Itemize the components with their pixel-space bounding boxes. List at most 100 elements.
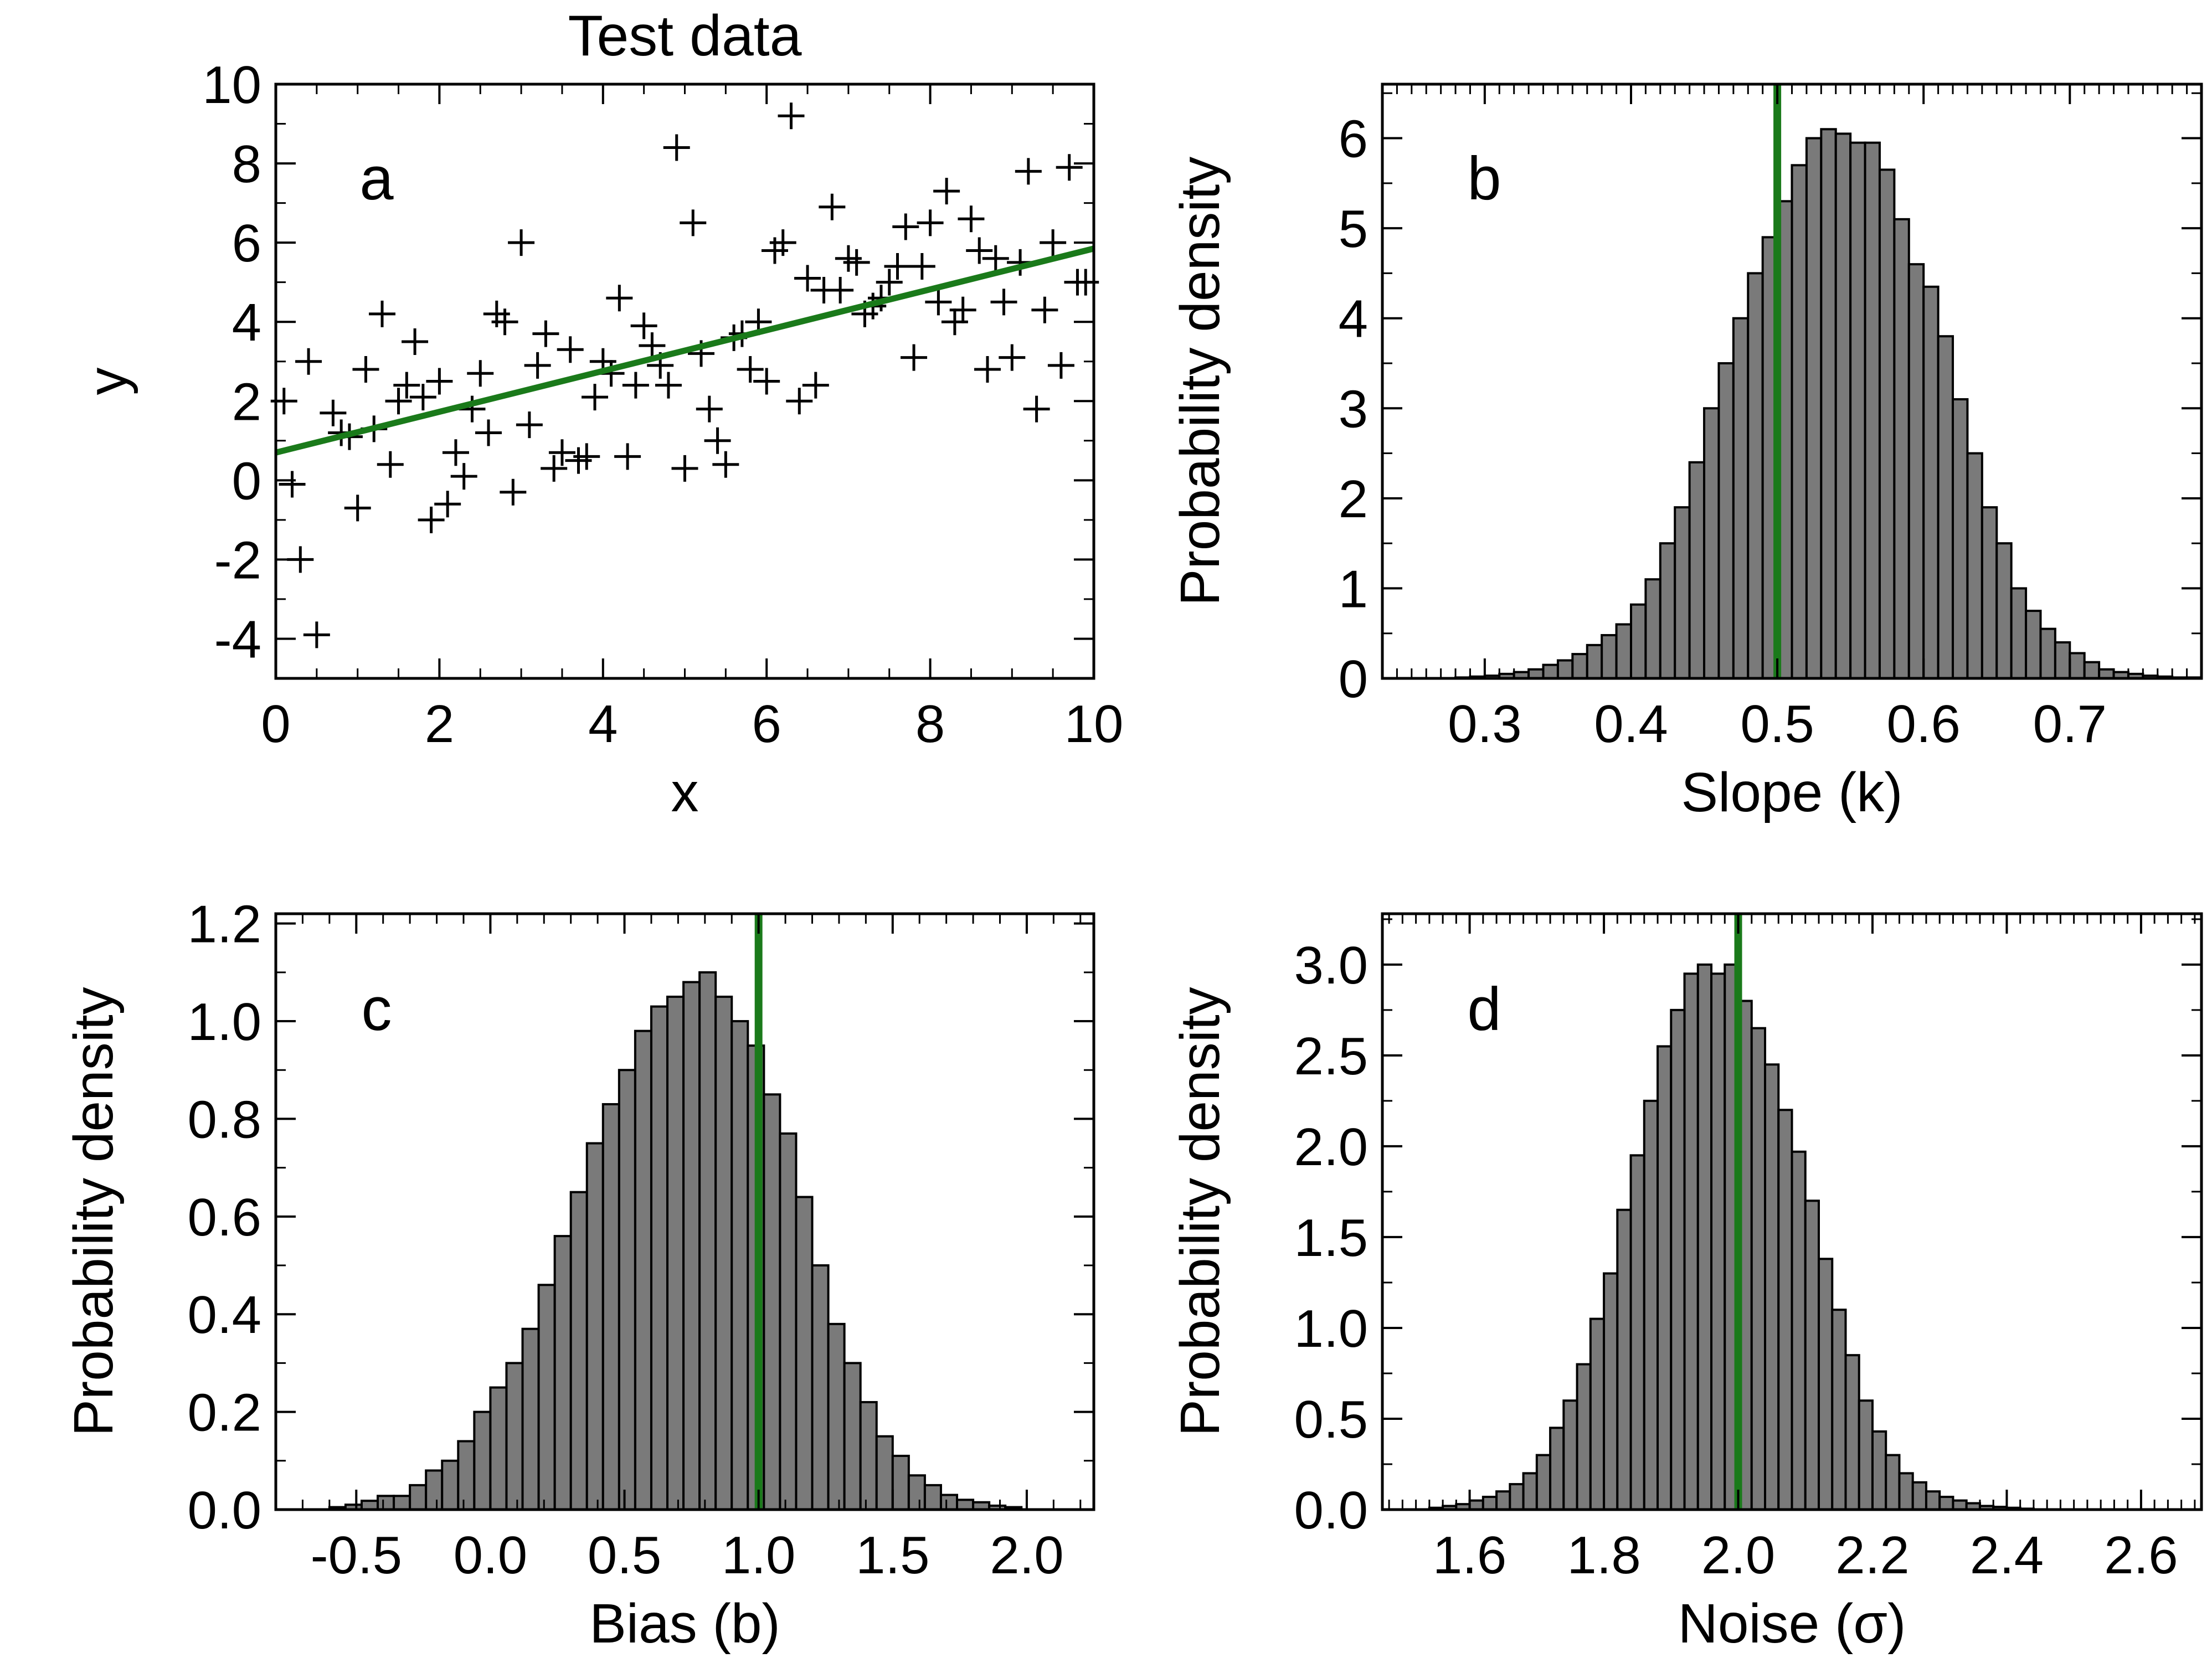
histogram-bar xyxy=(1643,1099,1659,1511)
histogram-bar xyxy=(1495,1490,1511,1511)
data-point xyxy=(426,368,453,395)
histogram-bar xyxy=(1589,1317,1606,1511)
x-tick-label: 0.7 xyxy=(2033,694,2107,754)
x-tick-label: 0.0 xyxy=(454,1526,527,1585)
data-point xyxy=(491,308,518,336)
histogram-bar xyxy=(1644,578,1661,679)
histogram-bar xyxy=(875,1435,894,1511)
histogram-bar xyxy=(441,1459,460,1511)
histogram-bar xyxy=(1586,643,1603,679)
data-point xyxy=(548,439,575,466)
histogram-bar xyxy=(1817,1258,1834,1511)
y-tick-label: 4 xyxy=(1339,290,1368,349)
y-tick-label: -2 xyxy=(214,531,261,590)
data-point xyxy=(557,336,584,363)
histogram-bar xyxy=(811,1264,830,1511)
histogram-bar xyxy=(1710,972,1726,1511)
histogram-bar xyxy=(2010,587,2028,679)
histogram-bar xyxy=(1674,506,1691,680)
x-axis-title: Noise (σ) xyxy=(1678,1593,1906,1655)
y-tick-label: 0.4 xyxy=(188,1285,261,1345)
histogram-bar xyxy=(939,1494,959,1511)
histogram-bar xyxy=(1717,362,1735,679)
histogram-bar xyxy=(650,1005,669,1511)
histogram-bar xyxy=(1615,623,1632,680)
histogram-bar xyxy=(1703,407,1720,679)
histogram-bar xyxy=(1571,653,1588,679)
histogram-bar xyxy=(1804,1199,1820,1511)
histogram-bar xyxy=(827,1322,846,1511)
data-point xyxy=(377,451,404,478)
data-point xyxy=(737,356,764,383)
x-tick-label: 6 xyxy=(752,694,781,754)
x-tick-label: 2.0 xyxy=(1701,1526,1775,1585)
histogram-bar xyxy=(2025,610,2042,680)
y-tick-label: 3 xyxy=(1339,379,1368,439)
histogram-bar xyxy=(1603,1272,1619,1511)
histogram-bar xyxy=(2039,627,2056,680)
y-tick-label: 0.5 xyxy=(1294,1390,1368,1449)
y-tick-label: 0 xyxy=(232,451,261,511)
data-point xyxy=(843,249,870,276)
panel-letter: b xyxy=(1467,145,1501,213)
y-tick-label: 6 xyxy=(1339,110,1368,169)
x-tick-label: 2.6 xyxy=(2104,1526,2178,1585)
data-point xyxy=(532,320,559,347)
data-point xyxy=(827,276,854,303)
data-point xyxy=(753,368,780,395)
y-tick-label: 10 xyxy=(202,55,261,115)
panel-letter: a xyxy=(359,145,394,213)
data-point xyxy=(1040,229,1067,256)
x-tick-label: 2.4 xyxy=(1970,1526,2044,1585)
data-point xyxy=(696,395,723,423)
y-tick-label: 2 xyxy=(232,372,261,431)
data-point xyxy=(352,356,379,383)
data-point xyxy=(925,289,952,316)
histogram-bar xyxy=(1549,1427,1565,1511)
data-point xyxy=(606,285,633,312)
x-tick-label: 2 xyxy=(425,694,454,754)
x-tick-label: 4 xyxy=(588,694,618,754)
x-tick-label: 1.0 xyxy=(722,1526,795,1585)
plot-frame xyxy=(274,912,1095,1511)
histogram-bar xyxy=(1659,542,1676,679)
histogram-bar xyxy=(956,1499,975,1511)
y-tick-label: 2.0 xyxy=(1294,1118,1368,1177)
data-point xyxy=(409,384,436,411)
data-point xyxy=(475,419,502,446)
y-tick-label: -4 xyxy=(214,610,261,669)
histogram-bar xyxy=(1791,1150,1807,1511)
histogram-bar xyxy=(1732,317,1750,679)
histogram-bar xyxy=(1938,1496,1954,1511)
data-point xyxy=(892,213,919,240)
data-point xyxy=(655,372,682,399)
histogram-bar xyxy=(505,1362,524,1511)
data-point xyxy=(712,451,739,478)
data-point xyxy=(303,621,330,648)
y-axis-title: Probability density xyxy=(1169,157,1231,606)
histogram-bar xyxy=(731,1020,749,1511)
data-point xyxy=(884,253,911,280)
histogram-bar xyxy=(585,1142,604,1511)
x-tick-label: 1.5 xyxy=(856,1526,929,1585)
data-point xyxy=(639,332,666,359)
panel-letter: c xyxy=(362,975,392,1043)
histogram-bar xyxy=(1576,1363,1592,1511)
data-point xyxy=(393,372,420,399)
histogram-bar xyxy=(1937,335,1954,679)
x-tick-label: 0.6 xyxy=(1886,694,1960,754)
histogram-bar xyxy=(1805,137,1823,679)
y-tick-label: 0.0 xyxy=(188,1481,261,1540)
y-tick-label: 5 xyxy=(1339,199,1368,259)
x-tick-label: 0 xyxy=(261,694,290,754)
histogram-bar xyxy=(1922,285,1940,679)
x-tick-label: 0.3 xyxy=(1448,694,1521,754)
histogram-bar xyxy=(601,1103,620,1511)
x-tick-label: 2.0 xyxy=(990,1526,1063,1585)
histogram-bar xyxy=(1864,141,1881,679)
histogram-bar xyxy=(714,995,733,1511)
data-point xyxy=(958,205,985,233)
histogram-bar xyxy=(1885,1454,1901,1511)
data-point xyxy=(630,312,657,339)
